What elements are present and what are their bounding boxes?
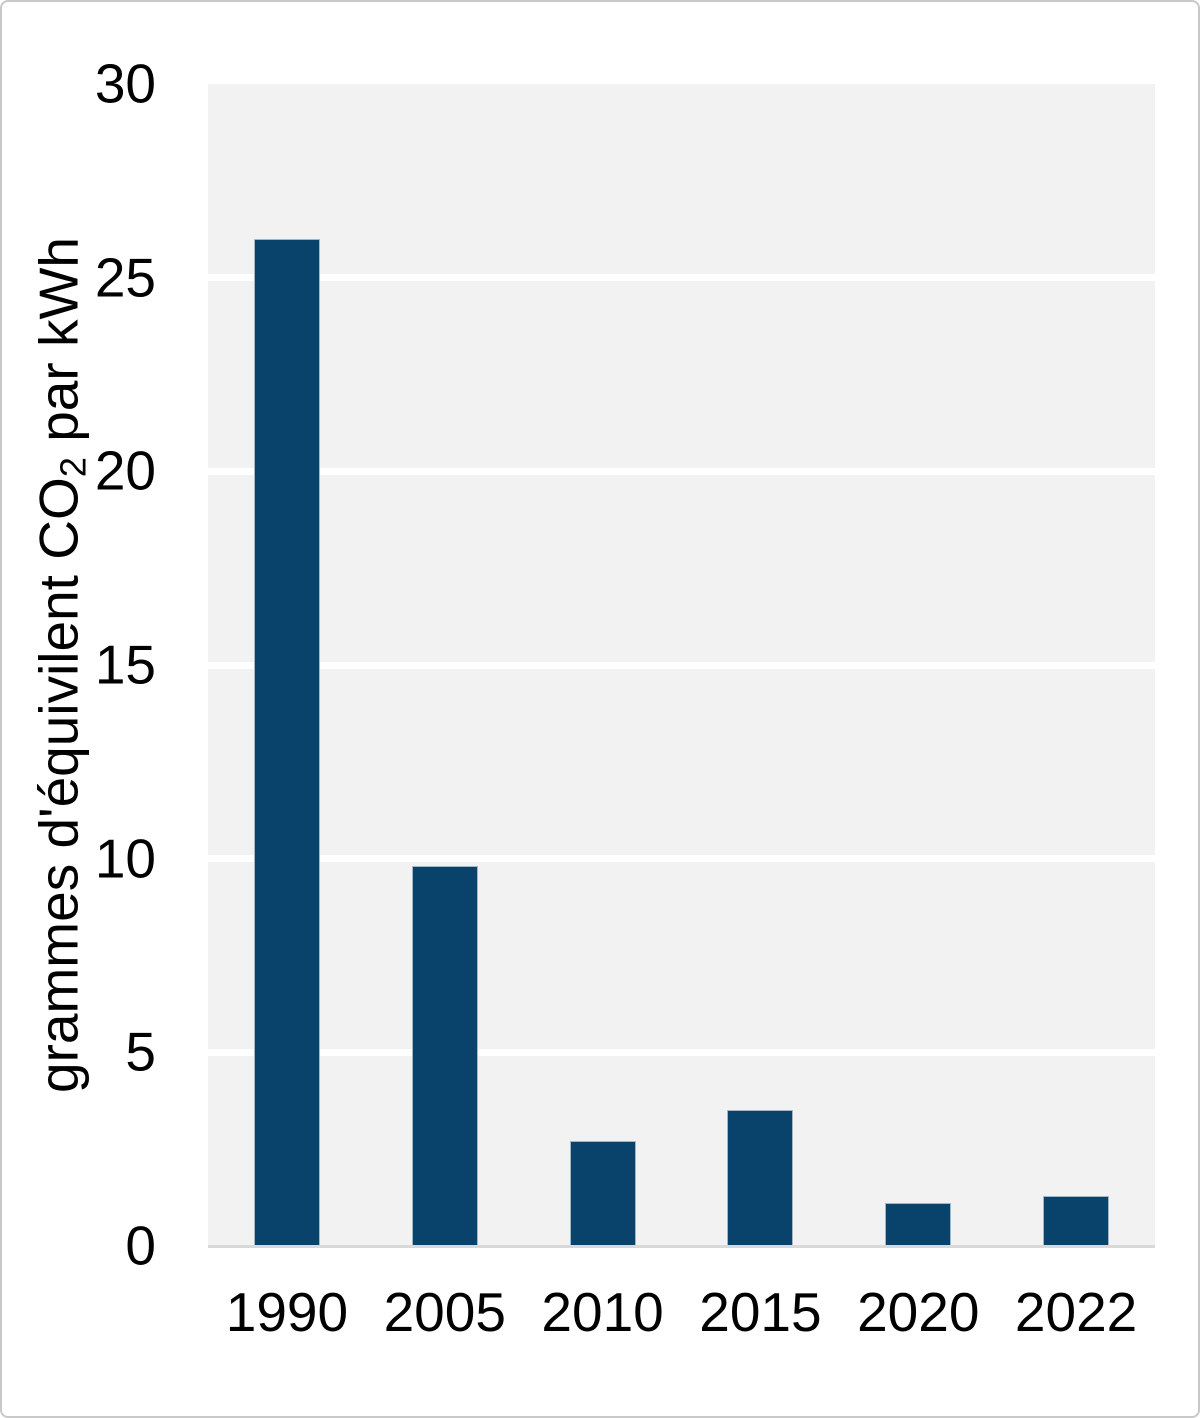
y-tick-label-20: 20 [94,439,156,502]
y-tick-label-30: 30 [94,52,156,115]
bar-2020 [885,1203,952,1246]
plot-area [208,84,1155,1246]
x-tick-label-2010: 2010 [541,1281,664,1343]
x-tick-label-2020: 2020 [857,1281,980,1343]
y-tick-label-0: 0 [125,1214,156,1277]
bar-2022 [1043,1195,1110,1246]
y-tick-label-5: 5 [125,1020,156,1083]
bar-2015 [727,1110,794,1246]
x-axis-line [208,1245,1155,1248]
y-axis-label: grammes d'équivilent CO2 par kWh [28,237,94,1093]
x-tick-label-1990: 1990 [225,1281,349,1343]
gridline-20 [208,467,1155,475]
x-tick-label-2005: 2005 [383,1281,506,1343]
y-axis-label-subscript: 2 [52,457,94,478]
gridline-10 [208,855,1155,863]
y-tick-label-10: 10 [94,827,156,890]
bar-2010 [569,1141,636,1246]
y-tick-label-25: 25 [94,246,156,309]
gridline-5 [208,1048,1155,1056]
bar-1990 [253,238,320,1246]
y-axis-label-text: grammes d'équivilent CO [27,477,90,1093]
gridline-15 [208,661,1155,669]
x-tick-label-2015: 2015 [699,1281,822,1343]
y-axis-label-text: par kWh [27,237,90,458]
x-tick-label-2022: 2022 [1014,1281,1138,1343]
gridline-25 [208,274,1155,282]
y-tick-label-15: 15 [94,633,156,696]
bar-2005 [411,866,478,1246]
